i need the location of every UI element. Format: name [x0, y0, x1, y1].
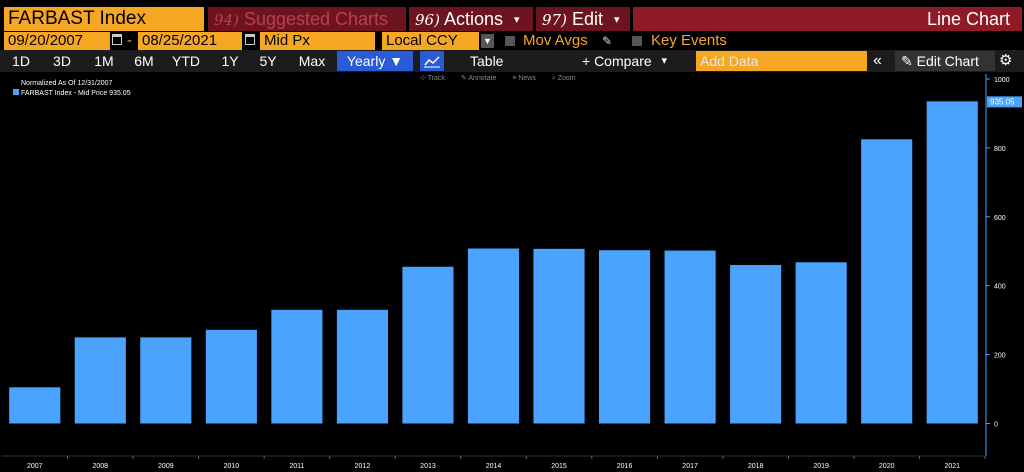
range-ytd-button[interactable]: YTD	[172, 53, 200, 69]
x-tick-label: 2018	[748, 463, 764, 470]
bar-2010	[205, 329, 257, 424]
toolbar: 1D 3D 1M 6M YTD 1Y 5Y Max Yearly ▼ Table…	[0, 50, 1024, 72]
edit-caret-icon: ▾	[614, 14, 620, 26]
x-tick-label: 2015	[551, 463, 567, 470]
annotate-tool[interactable]: ✎ Annotate	[460, 75, 497, 82]
x-tick-label: 2021	[944, 463, 960, 470]
bar-2008	[74, 337, 126, 424]
date-separator: -	[127, 32, 132, 49]
bar-2013	[402, 266, 454, 424]
range-1m-button[interactable]: 1M	[94, 53, 114, 69]
bar-2012	[336, 309, 388, 424]
suggested-charts-label: Suggested Charts	[243, 9, 389, 29]
range-max-button[interactable]: Max	[298, 53, 326, 69]
chevron-down-icon[interactable]: ▼	[481, 34, 494, 48]
range-1y-button[interactable]: 1Y	[221, 53, 239, 69]
price-field-select[interactable]: Mid Px	[260, 32, 375, 50]
bar-2016	[599, 250, 651, 424]
gear-icon[interactable]: ⚙	[999, 52, 1013, 69]
key-events-checkbox[interactable]	[632, 36, 642, 46]
actions-label: Actions	[443, 9, 503, 29]
edit-number: 97)	[542, 11, 567, 29]
bar-2014	[467, 248, 520, 424]
x-tick-label: 2014	[486, 463, 502, 470]
last-value-tag	[987, 96, 1022, 108]
compare-label: + Compare	[582, 53, 652, 69]
track-tool[interactable]: ⊹ Track	[420, 75, 445, 82]
bar-chart[interactable]: 0 200 400 600 800 1000 2007 2008 2009 2010 2011 201…	[0, 74, 1024, 472]
line-chart-icon[interactable]	[420, 51, 444, 71]
suggested-charts-number: 94)	[214, 11, 239, 29]
bar-2017	[664, 250, 716, 424]
bar-2015	[533, 248, 585, 424]
y-tick-label: 0	[994, 422, 998, 429]
y-tick-label: 800	[994, 146, 1006, 153]
bar-2007	[9, 387, 61, 424]
range-5y-button[interactable]: 5Y	[259, 53, 277, 69]
x-tick-label: 2017	[682, 463, 698, 470]
pencil-icon[interactable]: ✎	[602, 34, 613, 48]
bar-2020	[861, 139, 913, 424]
key-events-label: Key Events	[651, 32, 727, 49]
currency-select[interactable]: Local CCY	[382, 32, 479, 50]
actions-button[interactable]: 96) Actions ▾	[409, 7, 533, 31]
y-tick-label: 200	[994, 353, 1006, 360]
period-select[interactable]: Yearly ▼	[337, 51, 413, 71]
mov-avgs-checkbox[interactable]	[505, 36, 515, 46]
legend-entry: FARBAST Index - Mid Price 935.05	[13, 89, 131, 97]
x-tick-label: 2013	[420, 463, 436, 470]
x-tick-label: 2011	[289, 463, 304, 470]
x-tick-label: 2012	[355, 463, 371, 470]
title-bar: FARBAST Index 94) Suggested Charts 96) A…	[0, 0, 1024, 32]
x-tick-label: 2008	[93, 463, 109, 470]
mov-avgs-label: Mov Avgs	[523, 32, 588, 49]
pencil-icon: ✎	[901, 53, 913, 69]
actions-number: 96)	[415, 11, 440, 29]
collapse-icon[interactable]: «	[873, 52, 882, 69]
compare-caret-icon: ▾	[661, 55, 668, 67]
end-date-field[interactable]: 08/25/2021	[138, 32, 242, 50]
x-tick-label: 2020	[879, 463, 895, 470]
x-tick-label: 2010	[224, 463, 240, 470]
edit-label: Edit	[571, 9, 603, 29]
compare-button[interactable]: + Compare ▾	[582, 50, 667, 72]
edit-chart-label: Edit Chart	[916, 53, 979, 69]
zoom-tool[interactable]: ⌕ Zoom	[551, 75, 576, 82]
last-value-label: 935.05	[990, 97, 1015, 106]
suggested-charts-button[interactable]: 94) Suggested Charts	[208, 7, 406, 31]
bar-2019	[795, 262, 847, 424]
y-tick-label: 1000	[994, 77, 1010, 84]
calendar-icon[interactable]	[112, 34, 122, 45]
normalized-note: Normalized As Of 12/31/2007	[21, 80, 113, 87]
start-date-field[interactable]: 09/20/2007	[4, 32, 110, 50]
x-tick-label: 2016	[617, 463, 633, 470]
bar-2018	[730, 265, 782, 424]
range-3d-button[interactable]: 3D	[53, 53, 71, 69]
legend-swatch	[13, 89, 19, 95]
calendar-icon[interactable]	[245, 34, 255, 45]
actions-caret-icon: ▾	[514, 14, 520, 26]
y-tick-label: 600	[994, 215, 1006, 222]
range-6m-button[interactable]: 6M	[134, 53, 154, 69]
edit-button[interactable]: 97) Edit ▾	[536, 7, 630, 31]
edit-chart-button[interactable]: ✎ Edit Chart	[895, 51, 995, 71]
legend-label: FARBAST Index - Mid Price 935.05	[21, 90, 131, 97]
y-tick-label: 400	[994, 284, 1006, 291]
ticker-field[interactable]: FARBAST Index	[4, 7, 204, 31]
chart-kind-title: Line Chart	[633, 7, 1022, 31]
x-tick-label: 2019	[813, 463, 829, 470]
chart-tool-strip: ⊹ Track ✎ Annotate ≡ News ⌕ Zoom	[420, 74, 590, 83]
bar-2009	[140, 337, 192, 424]
add-data-input[interactable]	[696, 51, 867, 71]
x-tick-label: 2007	[27, 463, 43, 470]
bar-2021	[926, 101, 978, 424]
x-tick-label: 2009	[158, 463, 174, 470]
table-button[interactable]: Table	[470, 53, 504, 69]
news-tool[interactable]: ≡ News	[512, 75, 536, 82]
bar-2011	[271, 309, 323, 424]
settings-bar: 09/20/2007 - 08/25/2021 Mid Px Local CCY…	[0, 32, 1024, 50]
range-1d-button[interactable]: 1D	[12, 53, 30, 69]
